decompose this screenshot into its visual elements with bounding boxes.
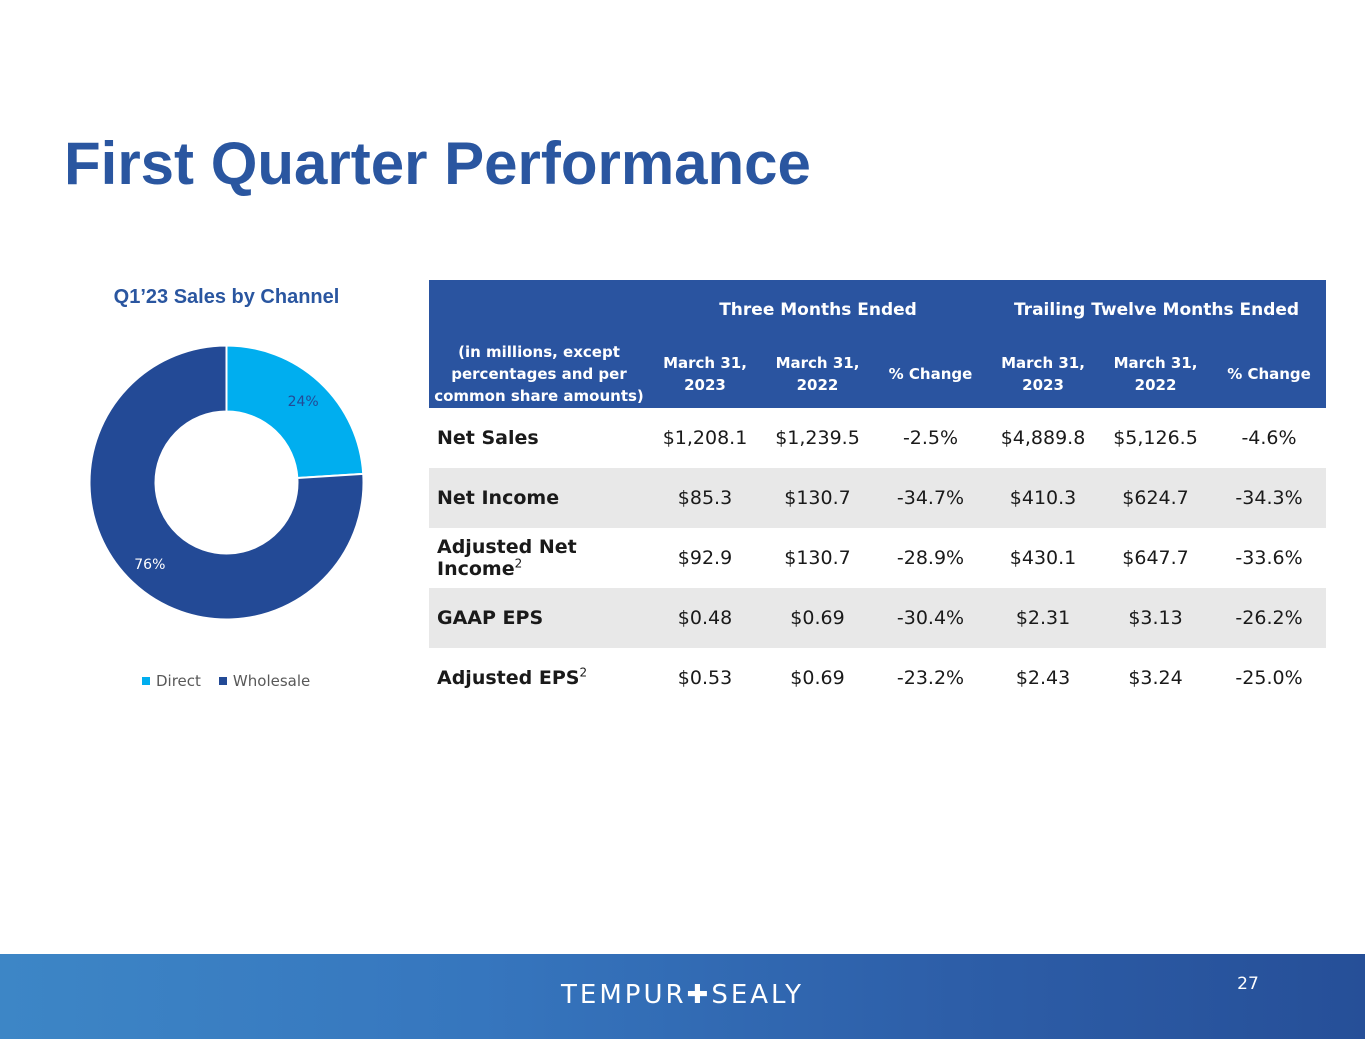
- page-title: First Quarter Performance: [64, 130, 811, 197]
- row-label: Net Sales: [429, 408, 649, 468]
- table-group-header-row: Three Months Ended Trailing Twelve Month…: [429, 280, 1327, 340]
- table-cell: -28.9%: [896, 547, 965, 569]
- group-header-three-months: Three Months Ended: [649, 280, 988, 340]
- table-cell: $430.1: [1009, 547, 1077, 569]
- table-cell: $92.9: [677, 547, 733, 569]
- column-header-units: (in millions, except percentages and per…: [429, 340, 649, 408]
- performance-table: Three Months Ended Trailing Twelve Month…: [429, 280, 1327, 708]
- table-column-header-row: (in millions, except percentages and per…: [429, 340, 1327, 408]
- table-cell: -4.6%: [1241, 427, 1297, 449]
- row-label: Adjusted Net Income2: [429, 528, 649, 588]
- table-row-net-income: Net Income $85.3 $130.7 -34.7% $410.3 $6…: [429, 468, 1327, 528]
- table-cell: $85.3: [649, 468, 761, 528]
- page-number: 27: [1237, 974, 1259, 994]
- column-header-q1-2023: March 31, 2023: [649, 340, 761, 408]
- legend-swatch-wholesale: [218, 677, 227, 685]
- table-cell: $0.69: [761, 588, 874, 648]
- table-cell: $1,208.1: [662, 427, 748, 449]
- row-label-text: GAAP EPS: [437, 607, 544, 629]
- row-label-text: Adjusted EPS: [437, 667, 580, 689]
- donut-slice-wholesale: [88, 344, 365, 621]
- row-label-text: Adjusted Net Income: [437, 536, 577, 580]
- footnote-marker: 2: [514, 556, 523, 571]
- table-cell: -2.5%: [902, 427, 959, 449]
- legend-item-direct: Direct: [142, 672, 201, 690]
- table-cell: -34.7%: [874, 468, 988, 528]
- table-cell: $2.43: [1015, 667, 1071, 689]
- row-label: Net Income: [429, 468, 649, 528]
- column-header-q-pct-change: % Change: [874, 340, 988, 408]
- table-cell: $0.53: [677, 667, 733, 689]
- legend-swatch-direct: [142, 677, 150, 685]
- table-cell: $130.7: [761, 468, 874, 528]
- row-label: Adjusted EPS2: [429, 648, 649, 708]
- table-cell: $410.3: [987, 468, 1100, 528]
- legend-label-wholesale: Wholesale: [232, 672, 311, 690]
- table-cell: $4,889.8: [1000, 427, 1086, 449]
- table-cell: -34.3%: [1212, 468, 1327, 528]
- table-cell: -26.2%: [1212, 588, 1327, 648]
- table-cell: -23.2%: [896, 667, 965, 689]
- table-cell: $130.7: [784, 547, 851, 569]
- column-header-ttm-2022: March 31, 2022: [1099, 340, 1213, 408]
- footnote-marker: 2: [579, 665, 588, 680]
- table-cell: $624.7: [1099, 468, 1213, 528]
- table-cell: $3.13: [1099, 588, 1213, 648]
- sales-by-channel-donut-chart: 24% 76%: [88, 344, 365, 621]
- table-row-net-sales: Net Sales $1,208.1 $1,239.5 -2.5% $4,889…: [429, 408, 1326, 468]
- brand-logo: TEMPUR✚SEALY: [561, 980, 804, 1010]
- chart-legend: Direct Wholesale: [142, 672, 310, 690]
- table-cell: $2.31: [987, 588, 1100, 648]
- group-header-trailing-twelve-months: Trailing Twelve Months Ended: [987, 280, 1327, 340]
- row-label-text: Net Income: [437, 487, 560, 509]
- table-row-adjusted-eps: Adjusted EPS2 $0.53 $0.69 -23.2% $2.43 $…: [429, 648, 1326, 708]
- donut-slice-direct: [225, 344, 365, 480]
- chart-title: Q1’23 Sales by Channel: [113, 286, 340, 308]
- donut-label-wholesale: 76%: [134, 557, 165, 573]
- table-cell: $0.69: [790, 667, 845, 689]
- legend-item-wholesale: Wholesale: [218, 672, 311, 690]
- row-label-text: Net Sales: [437, 427, 539, 449]
- empty-header-cell: [429, 280, 649, 340]
- footer-banner: TEMPUR✚SEALY 27: [0, 954, 1365, 1039]
- table-cell: $3.24: [1128, 667, 1183, 689]
- table-cell: -33.6%: [1235, 547, 1303, 569]
- column-header-ttm-2023: March 31, 2023: [987, 340, 1100, 408]
- table-cell: -30.4%: [874, 588, 988, 648]
- table-row-adjusted-net-income: Adjusted Net Income2 $92.9 $130.7 -28.9%…: [429, 528, 1326, 588]
- row-label: GAAP EPS: [429, 588, 649, 648]
- column-header-q1-2022: March 31, 2022: [761, 340, 874, 408]
- table-cell: $5,126.5: [1113, 427, 1198, 449]
- table-cell: -25.0%: [1235, 667, 1303, 689]
- table-cell: $0.48: [649, 588, 761, 648]
- table-cell: $1,239.5: [775, 427, 860, 449]
- legend-label-direct: Direct: [156, 672, 201, 690]
- table-row-gaap-eps: GAAP EPS $0.48 $0.69 -30.4% $2.31 $3.13 …: [429, 588, 1327, 648]
- donut-label-direct: 24%: [288, 394, 319, 410]
- table-cell: $647.7: [1122, 547, 1189, 569]
- column-header-ttm-pct-change: % Change: [1212, 340, 1327, 408]
